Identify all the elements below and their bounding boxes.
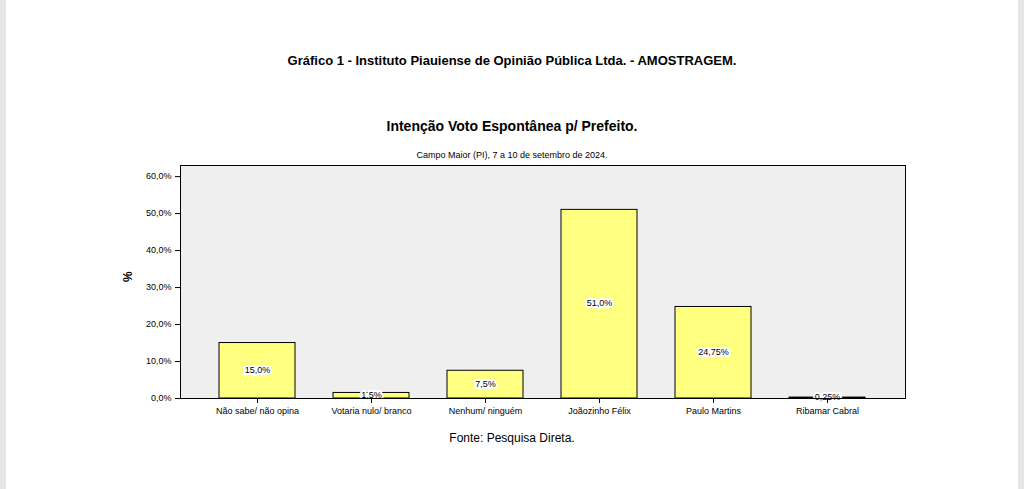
svg-text:0,0%: 0,0% xyxy=(151,393,172,403)
svg-text:%: % xyxy=(121,271,135,282)
svg-text:60,0%: 60,0% xyxy=(146,171,172,181)
html-text:Fonte: Pesquisa Direta.: Fonte: Pesquisa Direta. xyxy=(449,431,575,445)
html-text:Intenção Voto Espontânea p/ Pr: Intenção Voto Espontânea p/ Prefeito. xyxy=(386,118,638,134)
svg-text:15,0%: 15,0% xyxy=(245,365,271,375)
svg-text:10,0%: 10,0% xyxy=(146,356,172,366)
svg-text:40,0%: 40,0% xyxy=(146,245,172,255)
svg-text:7,5%: 7,5% xyxy=(475,379,496,389)
html-text:Campo Maior (PI), 7 a 10 de se: Campo Maior (PI), 7 a 10 de setembro de … xyxy=(416,150,608,160)
svg-text:51,0%: 51,0% xyxy=(587,298,613,308)
svg-text:0,25%: 0,25% xyxy=(814,391,841,402)
svg-text:50,0%: 50,0% xyxy=(146,208,172,218)
html-text:Gráfico 1 - Instituto Piauiens: Gráfico 1 - Instituto Piauiense de Opini… xyxy=(287,53,737,68)
svg-text:Nenhum/ ninguém: Nenhum/ ninguém xyxy=(449,406,523,416)
svg-text:30,0%: 30,0% xyxy=(146,282,172,292)
svg-text:20,0%: 20,0% xyxy=(146,319,172,329)
svg-text:Votaria nulo/ branco: Votaria nulo/ branco xyxy=(331,406,411,416)
svg-text:1,5%: 1,5% xyxy=(361,389,382,400)
svg-text:Joãozinho Félix: Joãozinho Félix xyxy=(568,406,631,416)
svg-text:Não sabe/ não opina: Não sabe/ não opina xyxy=(216,406,299,416)
svg-text:Ribamar Cabral: Ribamar Cabral xyxy=(796,406,859,416)
svg-text:24,75%: 24,75% xyxy=(698,347,729,357)
svg-text:Paulo Martins: Paulo Martins xyxy=(686,406,742,416)
